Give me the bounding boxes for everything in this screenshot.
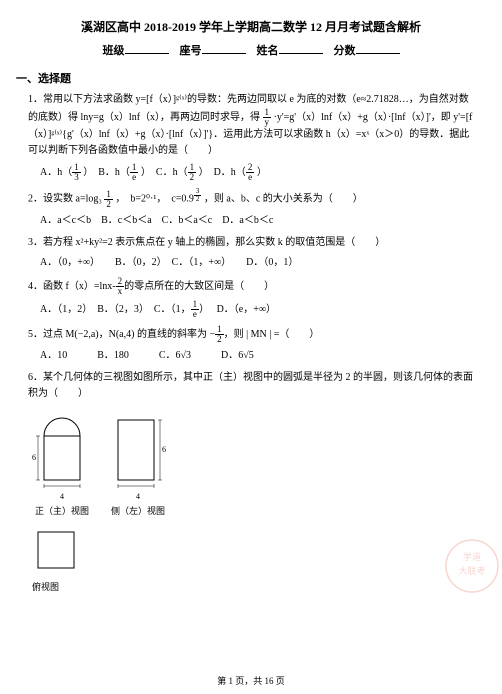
question-3: 3．若方程 x²+ky²=2 表示焦点在 y 轴上的椭圆，那么实数 k 的取值范… [28,235,474,271]
q2-a-frac: 12 [104,190,113,209]
page: 溪湖区高中 2018-2019 学年上学期高二数学 12 月月考试题含解析 班级… [0,0,502,694]
question-2: 2．设实数 a=log₃ 12 ， b=2⁰·¹， c=0.932 ，则 a、b… [28,188,474,229]
fig-top-svg [32,526,82,576]
seat-blank [202,41,246,54]
doc-title: 溪湖区高中 2018-2019 学年上学期高二数学 12 月月考试题含解析 [28,18,474,37]
section-1-head: 一、选择题 [16,71,474,89]
q4-options: A．（1，2） B．（2，3） C．（1，1e） D．（e，+∞） [40,300,474,319]
q4-optc-frac: 1e [191,300,200,319]
fig-top-block: 俯视图 [32,526,474,595]
score-label: 分数 [334,45,356,57]
q6-stem: 6．某个几何体的三视图如图所示，其中正（主）视图中的圆弧是半径为 2 的半圆，则… [28,372,473,399]
fig-side-label: 侧（左）视图 [110,504,166,518]
figures: 6 4 正（主）视图 6 4 侧（左）视图 [32,408,474,518]
class-label: 班级 [103,45,125,57]
svg-text:学道: 学道 [463,551,481,562]
q4-stem-a: 4．函数 f（x）=lnx- [28,281,116,292]
fig-front-h: 6 [32,453,36,462]
q2-options: A．a＜c＜b B．c＜b＜a C．b＜a＜c D．a＜b＜c [40,213,474,229]
fig-front-block: 6 4 正（主）视图 [32,408,92,518]
q1-d-frac: 2e [246,163,255,182]
q5-frac: 12 [215,325,224,344]
q2-c-exp: 32 [194,188,202,203]
q1-b-frac: 1e [130,163,139,182]
fig-front-svg: 6 [32,408,92,488]
name-label: 姓名 [257,45,279,57]
question-6: 6．某个几何体的三视图如图所示，其中正（主）视图中的圆弧是半径为 2 的半圆，则… [28,370,474,402]
fig-side-w: 4 [110,491,166,504]
q1-a-label: A．h（ [40,167,72,178]
q5-stem-a: 5．过点 M(−2,a)，N(a,4) 的直线的斜率为 − [28,329,215,340]
watermark-stamp: 学道 大联考 [444,538,500,594]
q4-optc-a: C．（1， [154,304,191,315]
q1-end: ） [257,167,267,178]
q2-a-part: a=log₃ [76,194,102,205]
q1-b-label: ） B．h（ [83,167,130,178]
q1-a-frac: 13 [72,163,81,182]
q5-options: A．10 B．180 C．6√3 D．6√5 [40,348,474,364]
svg-text:大联考: 大联考 [458,565,485,576]
q3-stem: 3．若方程 x²+ky²=2 表示焦点在 y 轴上的椭圆，那么实数 k 的取值范… [28,237,385,248]
frac-1y: 1y [263,108,272,127]
q4-frac: 2x [116,277,125,296]
q1-options: A．h（13 ） B．h（1e ） C．h（12 ） D．h（2e ） [40,163,474,182]
seat-label: 座号 [180,45,202,57]
q3-options: A．（0，+∞） B．（0，2） C．（1，+∞） D．（0，1） [40,255,474,271]
header-line: 班级 座号 姓名 分数 [28,41,474,61]
fig-side-svg: 6 [110,408,166,488]
fig-front-w: 4 [32,491,92,504]
q4-optd: D．（e，+∞） [217,304,276,315]
fig-front-label: 正（主）视图 [32,504,92,518]
q5-stem-b: ，则 | MN | =（ ） [224,329,320,340]
q4-optb: B．（2，3） [97,304,149,315]
class-blank [125,41,169,54]
q4-optc-b: ） [199,304,209,315]
fig-side-block: 6 4 侧（左）视图 [110,408,166,518]
question-4: 4．函数 f（x）=lnx-2x的零点所在的大致区间是（ ） A．（1，2） B… [28,277,474,319]
q2-stem: 2．设实数 [28,194,73,205]
score-blank [356,41,400,54]
fig-top-label: 俯视图 [32,580,474,594]
page-footer: 第 1 页，共 16 页 [0,674,502,688]
fig-side-h: 6 [162,445,166,454]
q2-mid1: ， b=2⁰·¹， c=0.9 [115,194,194,205]
q4-opta: A．（1，2） [40,304,92,315]
q4-stem-b: 的零点所在的大致区间是（ ） [124,281,274,292]
q1-c-frac: 12 [188,163,197,182]
q1-c-label: ） C．h（ [141,167,188,178]
q2-mid2: ，则 a、b、c 的大小关系为（ ） [204,194,363,205]
name-blank [279,41,323,54]
question-5: 5．过点 M(−2,a)，N(a,4) 的直线的斜率为 −12，则 | MN |… [28,325,474,364]
question-1: 1．常用以下方法求函数 y=[f（x）]ᵍ⁽ˣ⁾的导数：先两边同取以 e 为底的… [28,92,474,182]
q1-d-label: ） D．h（ [199,167,246,178]
